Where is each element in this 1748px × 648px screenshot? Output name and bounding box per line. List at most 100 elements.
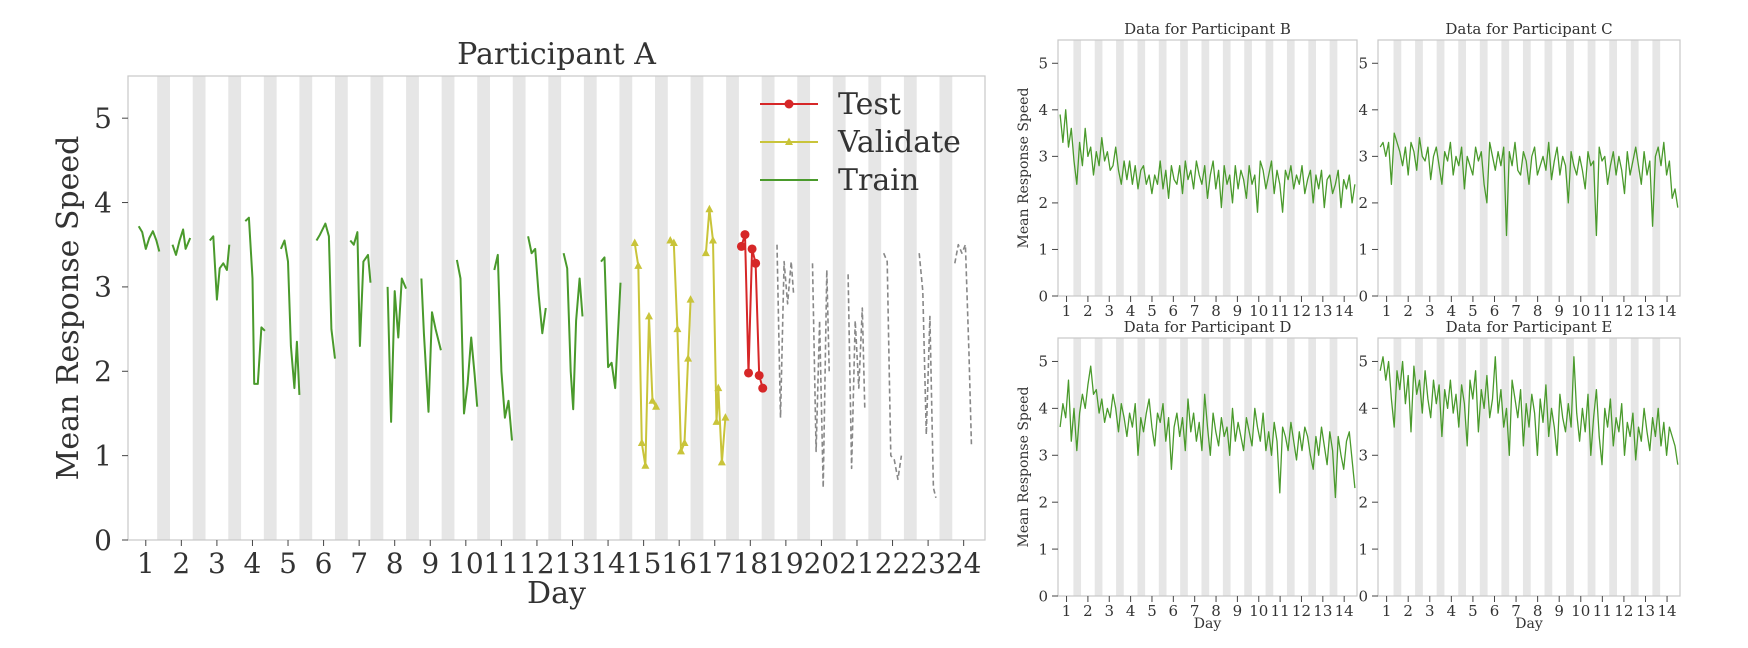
y-tick-label: 2 (1358, 493, 1368, 511)
day-band (1308, 40, 1316, 296)
x-tick-label: 13 (1313, 302, 1332, 320)
day-band (548, 76, 562, 540)
series-line (562, 252, 584, 411)
legend-marker (784, 99, 794, 109)
day-band (1522, 338, 1531, 596)
day-band (1286, 338, 1295, 596)
day-band (1544, 40, 1553, 296)
data-point (740, 230, 750, 240)
x-tick-label: 11 (1271, 602, 1290, 620)
y-tick-label: 4 (94, 186, 112, 219)
series-line (349, 231, 372, 347)
y-tick-label: 0 (94, 524, 112, 557)
day-band (1652, 40, 1661, 296)
x-tick-label: 11 (1271, 302, 1290, 320)
series-line (847, 274, 866, 470)
series-line (1059, 365, 1356, 499)
day-band (1180, 338, 1188, 596)
day-band (655, 76, 668, 540)
day-band (797, 76, 811, 540)
x-tick-label: 5 (279, 547, 297, 580)
y-axis-label: Mean Response Speed (1016, 387, 1032, 548)
data-point (736, 241, 746, 251)
data-point (652, 402, 661, 410)
data-point (701, 248, 710, 257)
data-point (721, 413, 730, 421)
data-point (641, 461, 650, 469)
x-tick-label: 5 (1147, 302, 1157, 320)
data-point (758, 383, 768, 393)
x-tick-label: 10 (1571, 602, 1590, 620)
y-tick-label: 5 (94, 102, 112, 135)
day-band (299, 76, 313, 540)
y-tick-label: 5 (1038, 353, 1048, 371)
y-tick-label: 2 (1038, 194, 1048, 212)
x-tick-label: 6 (1490, 602, 1500, 620)
y-tick-label: 2 (1038, 493, 1048, 511)
series-line (455, 259, 479, 415)
y-tick-label: 0 (1358, 287, 1368, 305)
data-point (708, 236, 717, 244)
y-tick-label: 4 (1038, 101, 1048, 119)
day-band (1329, 40, 1338, 296)
series-line (137, 225, 161, 252)
series-line (1379, 132, 1679, 237)
axes-frame (1377, 39, 1681, 297)
x-tick-label: 8 (1533, 602, 1543, 620)
x-tick-label: 15 (626, 547, 662, 580)
y-tick-label: 3 (1038, 447, 1048, 465)
day-band (1652, 338, 1661, 596)
x-tick-label: 7 (1190, 602, 1200, 620)
x-tick-label: 1 (1062, 602, 1072, 620)
x-tick-label: 3 (208, 547, 226, 580)
x-tick-label: 23 (910, 547, 946, 580)
data-point (634, 261, 643, 269)
day-band (477, 76, 491, 540)
day-band (1630, 40, 1639, 296)
day-band (1415, 338, 1423, 596)
x-tick-label: 13 (1636, 302, 1655, 320)
x-tick-label: 4 (1447, 302, 1457, 320)
axes-frame (1057, 337, 1358, 597)
legend-marker (785, 137, 793, 145)
y-tick-label: 5 (1038, 55, 1048, 73)
x-tick-label: 1 (137, 547, 155, 580)
x-tick-label: 2 (172, 547, 190, 580)
x-tick-label: 10 (448, 547, 484, 580)
day-band (1630, 338, 1639, 596)
x-tick-label: 9 (421, 547, 439, 580)
x-tick-label: 21 (839, 547, 875, 580)
series-line (279, 239, 301, 395)
series-line (954, 243, 973, 448)
data-point (754, 370, 764, 380)
axes-frame (1057, 39, 1358, 297)
y-tick-label: 1 (1358, 241, 1368, 259)
x-tick-label: 4 (1126, 302, 1136, 320)
x-tick-label: 10 (1249, 302, 1268, 320)
x-tick-label: 12 (1292, 602, 1311, 620)
day-band (1458, 338, 1467, 596)
series-validate (630, 204, 730, 469)
day-band (1415, 40, 1423, 296)
series-line (776, 244, 795, 419)
x-tick-label: 4 (1126, 602, 1136, 620)
day-band (1094, 338, 1103, 596)
day-band (726, 76, 739, 540)
day-band (1609, 40, 1618, 296)
y-tick-label: 4 (1358, 101, 1368, 119)
chart-title: Data for Participant C (1445, 20, 1612, 38)
y-tick-label: 2 (1358, 194, 1368, 212)
chart-title: Data for Participant E (1446, 318, 1613, 336)
data-point (747, 244, 757, 254)
x-tick-label: 14 (1335, 602, 1354, 620)
legend-label: Validate (837, 125, 961, 160)
x-tick-label: 5 (1468, 602, 1478, 620)
day-band (1479, 338, 1488, 596)
series-unlabeled (1059, 109, 1356, 213)
day-band (1201, 338, 1210, 596)
day-band (157, 76, 170, 540)
series-unlabeled (1059, 365, 1356, 499)
series-line (633, 242, 657, 467)
